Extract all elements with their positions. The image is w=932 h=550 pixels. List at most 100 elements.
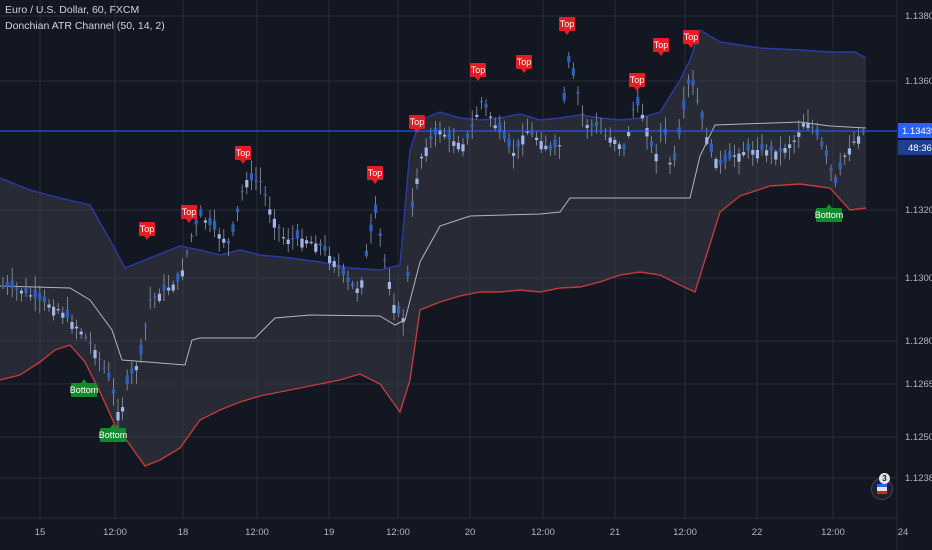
candle-body bbox=[309, 241, 313, 244]
candle-body bbox=[130, 368, 134, 374]
symbol-title[interactable]: Euro / U.S. Dollar, 60, FXCM bbox=[5, 4, 140, 16]
bottom-flag-label: Bottom bbox=[70, 385, 99, 395]
top-flag-pointer bbox=[144, 236, 150, 240]
candle-body bbox=[222, 238, 226, 243]
candle-body bbox=[346, 277, 350, 282]
time-tick-label: 12:00 bbox=[673, 527, 697, 538]
candle-body bbox=[392, 305, 396, 314]
top-flag-label: Top bbox=[654, 40, 669, 50]
candle-body bbox=[387, 282, 391, 289]
candle-body bbox=[640, 114, 644, 119]
candle-body bbox=[535, 137, 539, 141]
candle-body bbox=[723, 154, 727, 162]
candle-body bbox=[341, 267, 345, 275]
candle-body bbox=[604, 135, 608, 137]
flag-icon bbox=[877, 484, 887, 494]
candle-body bbox=[249, 173, 253, 180]
candle-body bbox=[65, 309, 69, 318]
candle-body bbox=[15, 287, 19, 290]
candle-body bbox=[811, 127, 815, 129]
candle-body bbox=[590, 124, 594, 126]
top-flag-label: Top bbox=[410, 117, 425, 127]
candle-body bbox=[286, 239, 290, 245]
top-flag-pointer bbox=[658, 52, 664, 56]
time-tick-label: 18 bbox=[178, 527, 189, 538]
top-flag-pointer bbox=[564, 31, 570, 35]
candle-body bbox=[571, 68, 575, 76]
candle-body bbox=[732, 155, 736, 157]
candle-body bbox=[438, 130, 442, 135]
candle-body bbox=[797, 132, 801, 137]
candle-body bbox=[6, 282, 10, 287]
candle-body bbox=[673, 153, 677, 161]
price-tick-label: 1.13800 bbox=[905, 11, 932, 22]
top-flag-pointer bbox=[475, 77, 481, 81]
top-flag bbox=[367, 166, 383, 180]
candle-body bbox=[834, 177, 838, 184]
candle-body bbox=[254, 179, 258, 182]
time-tick-label: 15 bbox=[35, 527, 46, 538]
candle-body bbox=[410, 201, 414, 208]
candle-body bbox=[167, 287, 171, 291]
candle-body bbox=[553, 139, 557, 148]
candle-body bbox=[171, 284, 175, 291]
candle-body bbox=[134, 366, 138, 371]
candle-body bbox=[484, 104, 488, 108]
candle-body bbox=[659, 129, 663, 131]
top-flag-label: Top bbox=[517, 57, 532, 67]
candle-body bbox=[493, 125, 497, 129]
candle-body bbox=[778, 148, 782, 152]
top-flag-label: Top bbox=[182, 207, 197, 217]
candle-body bbox=[645, 128, 649, 137]
candle-body bbox=[93, 350, 97, 359]
candle-body bbox=[461, 144, 465, 152]
price-tick-label: 1.12380 bbox=[905, 473, 932, 484]
top-flag-label: Top bbox=[236, 148, 251, 158]
candle-body bbox=[102, 367, 106, 369]
candle-body bbox=[318, 243, 322, 246]
candle-body bbox=[369, 224, 373, 232]
candle-body bbox=[829, 167, 833, 171]
countdown-tag bbox=[898, 140, 932, 155]
candle-body bbox=[861, 131, 865, 133]
candle-body bbox=[801, 123, 805, 127]
top-flag bbox=[653, 38, 669, 52]
candle-body bbox=[751, 150, 755, 155]
candle-body bbox=[447, 132, 451, 140]
time-tick-label: 12:00 bbox=[103, 527, 127, 538]
time-tick-label: 12:00 bbox=[245, 527, 269, 538]
candle-body bbox=[180, 270, 184, 277]
candle-body bbox=[567, 55, 571, 63]
time-tick-label: 12:00 bbox=[821, 527, 845, 538]
candle-body bbox=[617, 144, 621, 150]
time-tick-label: 21 bbox=[610, 527, 621, 538]
donchian-channel bbox=[0, 28, 867, 467]
candle-body bbox=[562, 92, 566, 101]
candle-body bbox=[259, 181, 263, 183]
candle-body bbox=[420, 156, 424, 159]
indicator-legend[interactable]: Donchian ATR Channel (50, 14, 2) bbox=[5, 20, 165, 32]
candle-body bbox=[148, 299, 152, 301]
candle-body bbox=[507, 138, 511, 146]
top-flag bbox=[409, 115, 425, 129]
candle-body bbox=[61, 312, 65, 318]
upper-band-line bbox=[0, 28, 867, 271]
time-tick-label: 12:00 bbox=[531, 527, 555, 538]
candle-body bbox=[852, 141, 856, 143]
candle-body bbox=[268, 209, 272, 215]
candle-body bbox=[52, 306, 56, 316]
channel-fill bbox=[0, 30, 866, 466]
candle-body bbox=[820, 141, 824, 146]
candle-body bbox=[277, 226, 281, 229]
candle-body bbox=[737, 153, 741, 162]
time-tick-label: 22 bbox=[752, 527, 763, 538]
candle-body bbox=[765, 150, 769, 156]
candle-body bbox=[544, 145, 548, 150]
candle-body bbox=[185, 251, 189, 254]
candle-body bbox=[452, 141, 456, 146]
candle-body bbox=[328, 255, 332, 264]
candle-body bbox=[516, 141, 520, 147]
candle-body bbox=[746, 143, 750, 151]
